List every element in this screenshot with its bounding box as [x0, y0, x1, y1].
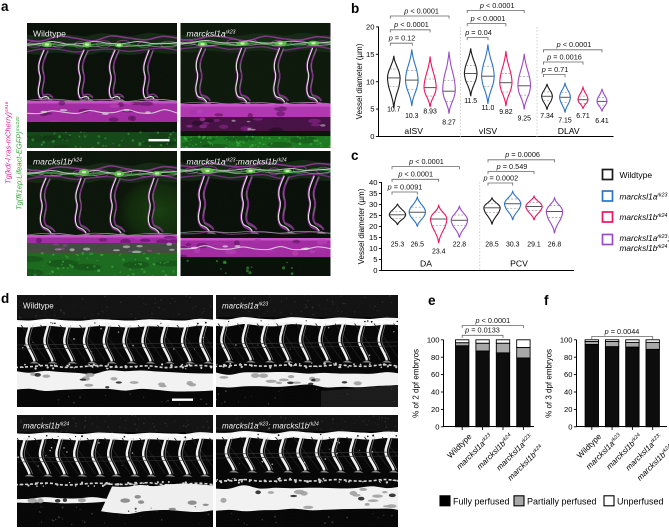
- svg-text:p = 0.12: p = 0.12: [388, 34, 416, 43]
- svg-text:p < 0.0001: p < 0.0001: [474, 316, 510, 325]
- svg-text:0: 0: [568, 422, 572, 431]
- svg-text:% of 2 dpf embryos: % of 2 dpf embryos: [412, 349, 421, 418]
- svg-text:p = 0.0002: p = 0.0002: [482, 173, 518, 182]
- svg-text:40: 40: [431, 388, 439, 397]
- svg-text:40: 40: [369, 178, 377, 187]
- svg-text:d: d: [1, 291, 9, 306]
- svg-text:p = 0.0091: p = 0.0091: [387, 182, 423, 191]
- svg-text:23.4: 23.4: [432, 249, 446, 256]
- svg-text:c: c: [351, 148, 359, 163]
- svg-text:80: 80: [564, 353, 572, 362]
- svg-text:9.25: 9.25: [517, 116, 531, 123]
- svg-text:8.93: 8.93: [423, 109, 437, 116]
- svg-text:Wildtype: Wildtype: [620, 170, 653, 180]
- svg-text:15: 15: [369, 233, 377, 242]
- svg-text:p = 0.71: p = 0.71: [541, 65, 569, 74]
- svg-text:Tg(fli1ep:Lifeact-EGFP)mu240: Tg(fli1ep:Lifeact-EGFP)mu240: [15, 116, 24, 210]
- svg-text:Unperfused: Unperfused: [617, 496, 664, 506]
- svg-text:p < 0.0001: p < 0.0001: [470, 14, 506, 23]
- svg-text:40: 40: [564, 388, 572, 397]
- svg-text:29.1: 29.1: [527, 242, 541, 249]
- svg-text:0: 0: [373, 266, 377, 275]
- svg-text:7.34: 7.34: [540, 113, 554, 120]
- svg-text:p = 0.0006: p = 0.0006: [504, 150, 540, 159]
- svg-text:6.41: 6.41: [595, 118, 609, 125]
- svg-text:Tg(kdr-l:ras-mCherry)s916: Tg(kdr-l:ras-mCherry)s916: [4, 101, 13, 184]
- svg-text:a: a: [1, 0, 9, 14]
- svg-text:30: 30: [369, 200, 377, 209]
- svg-text:Fully perfused: Fully perfused: [453, 496, 510, 506]
- svg-text:10.7: 10.7: [387, 106, 401, 113]
- svg-text:DLAV: DLAV: [558, 126, 580, 136]
- svg-text:35: 35: [369, 189, 377, 198]
- svg-text:25: 25: [369, 211, 377, 220]
- svg-text:vISV: vISV: [479, 126, 497, 136]
- svg-text:80: 80: [431, 353, 439, 362]
- svg-text:6.71: 6.71: [576, 113, 590, 120]
- svg-text:60: 60: [564, 370, 572, 379]
- svg-text:marcksl1ark23;marcksl1brk24: marcksl1ark23;marcksl1brk24: [187, 157, 287, 167]
- svg-text:Vessel diameter (µm): Vessel diameter (µm): [355, 43, 364, 119]
- svg-text:marcksl1ark23: marcksl1ark23: [222, 302, 268, 311]
- svg-text:7.15: 7.15: [558, 117, 572, 124]
- svg-text:p = 0.04: p = 0.04: [464, 28, 492, 37]
- svg-text:20: 20: [564, 405, 572, 414]
- svg-text:DA: DA: [420, 259, 432, 269]
- svg-text:Wildtype: Wildtype: [33, 29, 66, 39]
- svg-text:e: e: [428, 293, 436, 308]
- svg-text:PCV: PCV: [510, 259, 528, 269]
- svg-text:20: 20: [431, 405, 439, 414]
- svg-text:marcksl1brk24: marcksl1brk24: [33, 157, 82, 167]
- svg-text:20: 20: [366, 23, 374, 32]
- svg-text:f: f: [544, 293, 549, 308]
- svg-text:11.5: 11.5: [464, 98, 477, 105]
- svg-text:p = 0.0044: p = 0.0044: [604, 327, 640, 336]
- svg-text:aISV: aISV: [404, 126, 423, 136]
- svg-text:marcksl1ark23; marcksl1brk24: marcksl1ark23; marcksl1brk24: [222, 422, 319, 431]
- svg-text:10: 10: [366, 77, 374, 86]
- svg-text:marcksl1ark23: marcksl1ark23: [187, 29, 236, 39]
- svg-text:p = 0.549: p = 0.549: [496, 162, 528, 171]
- svg-text:p < 0.0001: p < 0.0001: [393, 20, 429, 29]
- svg-text:p < 0.0001: p < 0.0001: [397, 170, 433, 179]
- svg-text:10: 10: [369, 244, 377, 253]
- svg-text:8.27: 8.27: [442, 120, 456, 127]
- svg-text:30.3: 30.3: [506, 242, 520, 249]
- svg-text:0: 0: [435, 422, 439, 431]
- svg-text:26.8: 26.8: [548, 242, 562, 249]
- svg-text:60: 60: [431, 370, 439, 379]
- svg-text:p < 0.0001: p < 0.0001: [403, 6, 439, 15]
- svg-text:b: b: [351, 1, 359, 16]
- svg-text:25.3: 25.3: [391, 242, 405, 249]
- svg-text:marcksl1brk24: marcksl1brk24: [620, 212, 668, 222]
- svg-text:15: 15: [366, 50, 374, 59]
- svg-text:p < 0.0001: p < 0.0001: [408, 157, 444, 166]
- svg-text:Wildtype: Wildtype: [23, 302, 54, 311]
- svg-text:20: 20: [369, 222, 377, 231]
- svg-text:100: 100: [427, 335, 440, 344]
- svg-text:11.0: 11.0: [481, 105, 494, 112]
- svg-text:100: 100: [560, 335, 573, 344]
- svg-text:26.5: 26.5: [411, 242, 425, 249]
- svg-text:9.82: 9.82: [499, 109, 513, 116]
- svg-text:5: 5: [370, 105, 374, 114]
- svg-text:5: 5: [373, 255, 377, 264]
- svg-text:p = 0.0016: p = 0.0016: [546, 52, 582, 61]
- svg-text:marcksl1ark23;: marcksl1ark23;: [620, 233, 669, 243]
- svg-text:Partially perfused: Partially perfused: [527, 496, 597, 506]
- svg-text:p < 0.0001: p < 0.0001: [556, 40, 592, 49]
- svg-text:28.5: 28.5: [485, 242, 499, 249]
- svg-text:marcksl1brk24: marcksl1brk24: [23, 422, 69, 431]
- svg-text:Vessel diameter (µm): Vessel diameter (µm): [357, 188, 366, 264]
- svg-text:% of 3 dpf embryos: % of 3 dpf embryos: [545, 349, 554, 418]
- svg-text:10.3: 10.3: [405, 113, 419, 120]
- svg-text:22.8: 22.8: [453, 242, 467, 249]
- svg-text:marcksl1ark23: marcksl1ark23: [620, 192, 668, 202]
- svg-text:0: 0: [370, 132, 374, 141]
- svg-text:marcksl1brk24: marcksl1brk24: [620, 243, 668, 253]
- svg-text:p = 0.0133: p = 0.0133: [464, 326, 500, 335]
- svg-text:p < 0.0001: p < 0.0001: [479, 1, 515, 10]
